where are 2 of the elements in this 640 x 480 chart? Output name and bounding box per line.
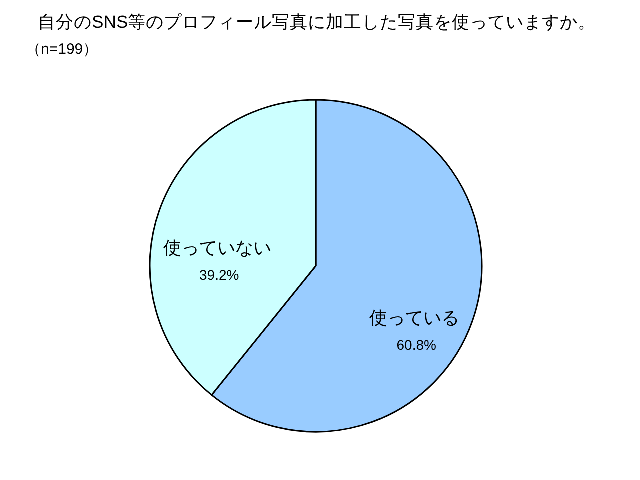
- title: 自分のSNS等のプロフィール写真に加工した写真を使っていますか。: [38, 12, 596, 32]
- subtitle: （n=199）: [26, 41, 98, 58]
